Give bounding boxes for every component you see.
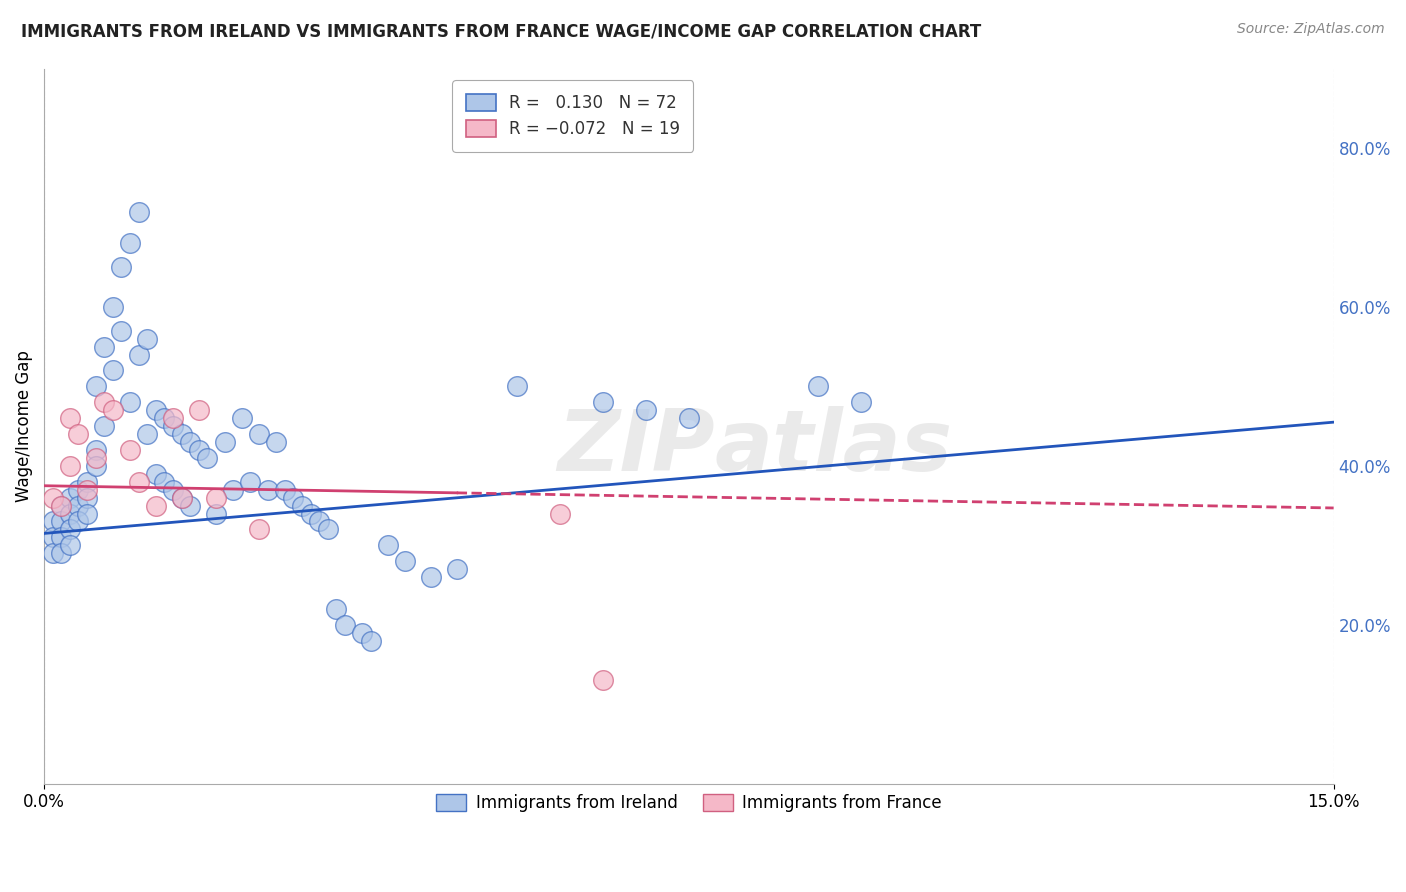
Point [162,411,184,425]
Point [548,507,571,521]
Point [153,411,176,425]
Point [101,300,124,314]
Point [51,499,73,513]
Point [849,395,872,409]
Point [76,483,98,497]
Point [51,546,73,560]
Point [41,546,63,560]
Point [145,403,167,417]
Legend: Immigrants from Ireland, Immigrants from France: Immigrants from Ireland, Immigrants from… [422,780,956,825]
Point [84,458,107,473]
Point [506,379,529,393]
Point [41,491,63,505]
Point [59,491,82,505]
Point [360,633,382,648]
Point [807,379,830,393]
Point [325,602,347,616]
Point [93,419,115,434]
Point [333,617,356,632]
Point [120,395,142,409]
Point [51,530,73,544]
Point [76,475,98,489]
Point [101,403,124,417]
Point [76,507,98,521]
Point [41,515,63,529]
Point [51,515,73,529]
Point [678,411,700,425]
Point [67,483,90,497]
Point [256,483,278,497]
Y-axis label: Wage/Income Gap: Wage/Income Gap [15,351,32,502]
Point [352,625,374,640]
Point [67,427,90,442]
Point [136,427,159,442]
Point [145,467,167,481]
Point [247,523,270,537]
Point [84,442,107,457]
Point [84,450,107,465]
Point [76,491,98,505]
Point [59,458,82,473]
Point [84,379,107,393]
Point [162,483,184,497]
Point [136,332,159,346]
Point [187,442,209,457]
Point [222,483,245,497]
Point [299,507,322,521]
Point [120,236,142,251]
Point [634,403,657,417]
Point [101,363,124,377]
Point [59,411,82,425]
Point [153,475,176,489]
Point [59,507,82,521]
Point [179,435,201,450]
Point [291,499,314,513]
Point [179,499,201,513]
Point [170,427,193,442]
Point [93,340,115,354]
Text: atlas: atlas [714,406,953,489]
Text: Source: ZipAtlas.com: Source: ZipAtlas.com [1237,22,1385,37]
Point [377,538,399,552]
Point [197,450,219,465]
Point [205,491,228,505]
Point [187,403,209,417]
Point [247,427,270,442]
Point [59,523,82,537]
Point [592,673,614,688]
Point [170,491,193,505]
Point [110,260,132,275]
Point [239,475,262,489]
Point [67,515,90,529]
Point [128,475,150,489]
Point [308,515,330,529]
Point [420,570,443,584]
Point [41,530,63,544]
Point [446,562,468,576]
Point [170,491,193,505]
Point [231,411,253,425]
Point [110,324,132,338]
Point [51,499,73,513]
Text: ZIP: ZIP [557,406,714,489]
Point [67,499,90,513]
Point [145,499,167,513]
Point [162,419,184,434]
Point [214,435,236,450]
Point [264,435,287,450]
Point [205,507,228,521]
Point [128,204,150,219]
Point [283,491,305,505]
Point [274,483,297,497]
Text: IMMIGRANTS FROM IRELAND VS IMMIGRANTS FROM FRANCE WAGE/INCOME GAP CORRELATION CH: IMMIGRANTS FROM IRELAND VS IMMIGRANTS FR… [21,22,981,40]
Point [394,554,416,568]
Point [592,395,614,409]
Point [120,442,142,457]
Point [128,348,150,362]
Point [316,523,339,537]
Point [93,395,115,409]
Point [59,538,82,552]
